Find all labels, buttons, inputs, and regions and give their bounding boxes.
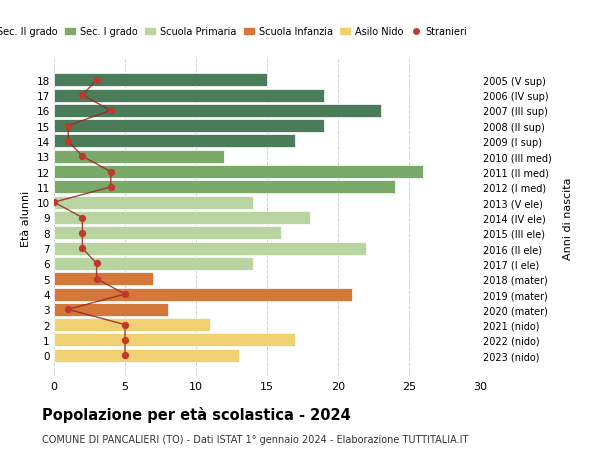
Bar [54, 135, 295, 148]
Bar [54, 196, 253, 209]
Bar [54, 212, 310, 224]
Point [92, 275, 101, 283]
Bar [54, 74, 267, 87]
Point [64, 306, 73, 313]
Point [106, 168, 116, 176]
Point [77, 230, 87, 237]
Legend: Sec. II grado, Sec. I grado, Scuola Primaria, Scuola Infanzia, Asilo Nido, Stran: Sec. II grado, Sec. I grado, Scuola Prim… [0, 23, 472, 41]
Point [49, 199, 59, 207]
Bar [54, 273, 154, 285]
Bar [54, 334, 295, 347]
Bar [54, 166, 423, 179]
Point [106, 184, 116, 191]
Point [120, 336, 130, 344]
Y-axis label: Età alunni: Età alunni [21, 190, 31, 246]
Bar [54, 288, 352, 301]
Bar [54, 257, 253, 270]
Text: Popolazione per età scolastica - 2024: Popolazione per età scolastica - 2024 [42, 406, 351, 422]
Bar [54, 90, 324, 102]
Bar [54, 319, 210, 331]
Bar [54, 349, 239, 362]
Bar [54, 105, 380, 118]
Text: COMUNE DI PANCALIERI (TO) - Dati ISTAT 1° gennaio 2024 - Elaborazione TUTTITALIA: COMUNE DI PANCALIERI (TO) - Dati ISTAT 1… [42, 434, 469, 444]
Bar [54, 227, 281, 240]
Bar [54, 242, 367, 255]
Point [77, 245, 87, 252]
Point [92, 260, 101, 268]
Point [64, 138, 73, 146]
Bar [54, 303, 167, 316]
Bar [54, 120, 324, 133]
Point [92, 77, 101, 84]
Y-axis label: Anni di nascita: Anni di nascita [563, 177, 572, 259]
Point [77, 153, 87, 161]
Point [120, 291, 130, 298]
Point [77, 92, 87, 100]
Bar [54, 151, 224, 163]
Point [64, 123, 73, 130]
Point [77, 214, 87, 222]
Point [106, 107, 116, 115]
Bar [54, 181, 395, 194]
Point [120, 321, 130, 329]
Point [120, 352, 130, 359]
